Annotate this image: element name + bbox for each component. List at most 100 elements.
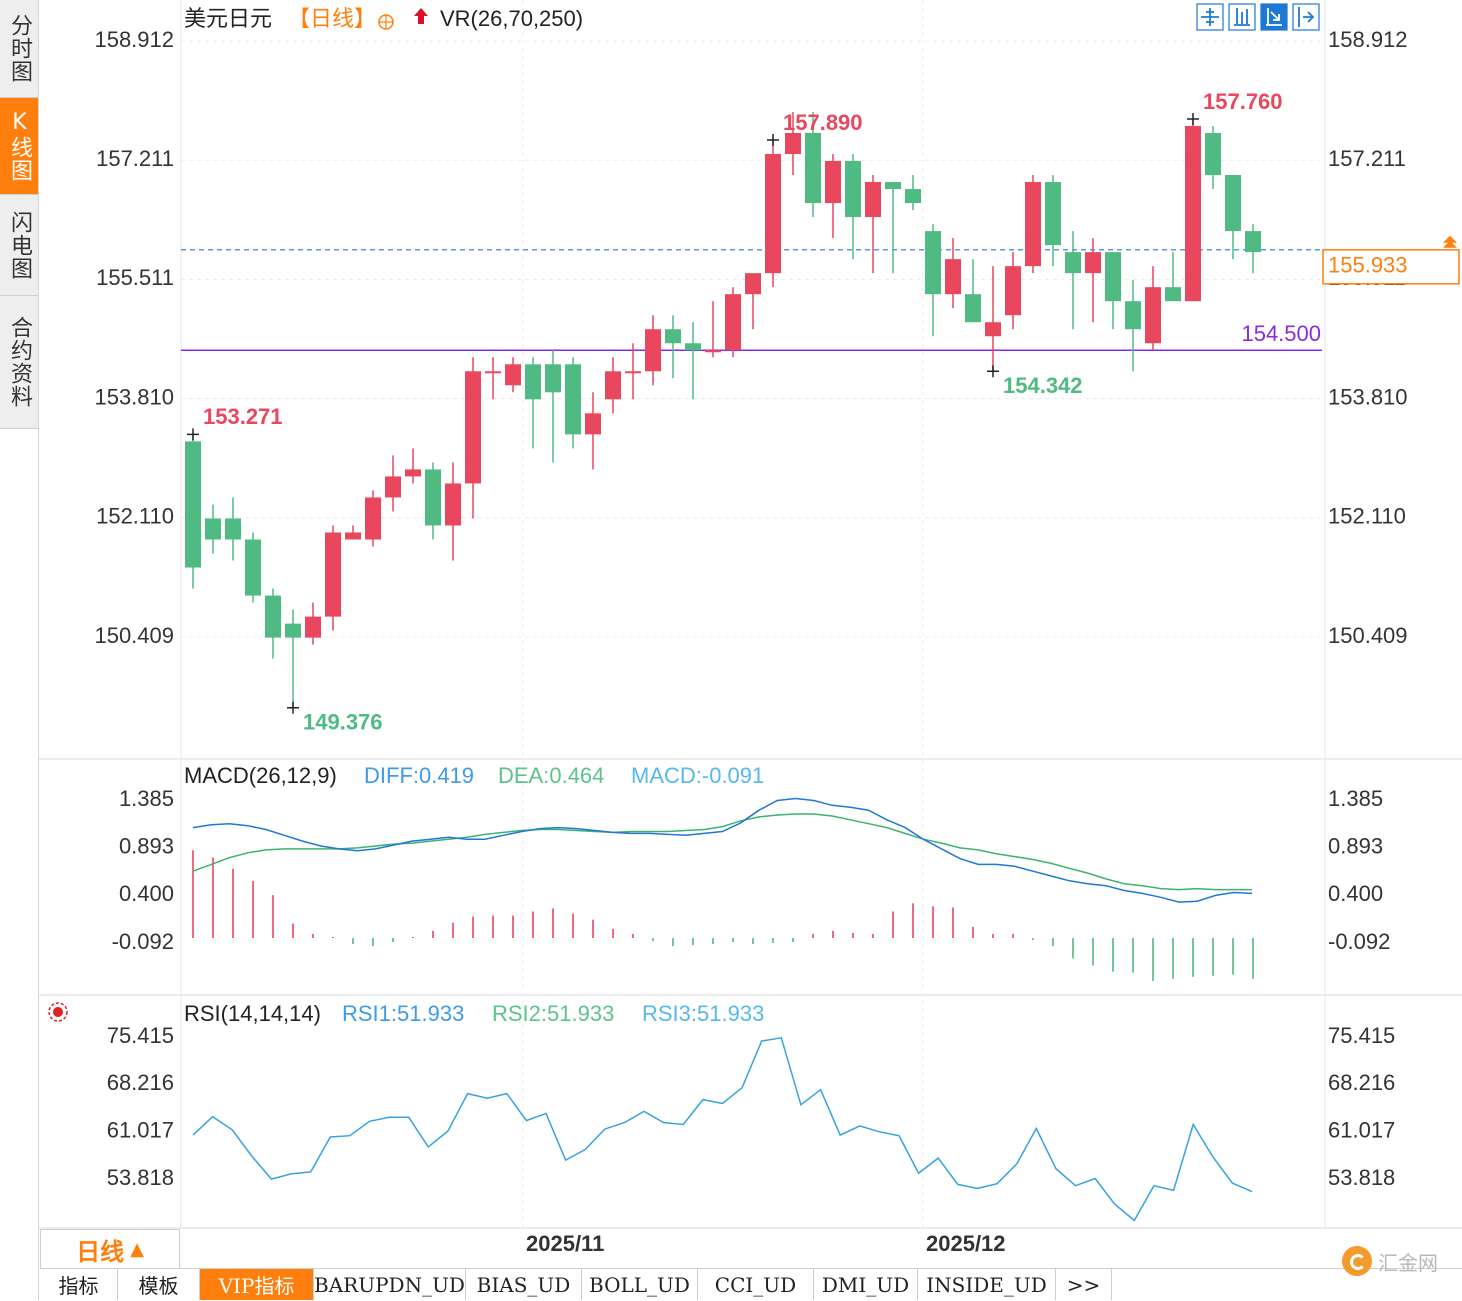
candle-body[interactable]	[485, 371, 501, 374]
rsi-line	[192, 1036, 1253, 1222]
macd-hist-label: MACD:-0.091	[631, 763, 764, 788]
tab-cci[interactable]: CCI_UD	[698, 1269, 814, 1300]
candle-body[interactable]	[1025, 182, 1041, 267]
zoom-icon[interactable]	[1260, 3, 1288, 31]
candle-body[interactable]	[585, 413, 601, 435]
candle-body[interactable]	[205, 518, 221, 540]
macd-tick-left: 0.893	[119, 833, 174, 858]
candle-body[interactable]	[385, 476, 401, 498]
candle-body[interactable]	[505, 364, 521, 386]
candle-body[interactable]	[1205, 132, 1221, 176]
candle-body[interactable]	[365, 497, 381, 540]
tab-dmi[interactable]: DMI_UD	[814, 1269, 918, 1300]
candle-body[interactable]	[965, 294, 981, 323]
rsi3-label: RSI3:51.933	[642, 1001, 764, 1026]
candle-body[interactable]	[945, 259, 961, 295]
candle-body[interactable]	[345, 532, 361, 540]
low-label: 149.376	[303, 710, 383, 735]
y-tick-label-right: 152.110	[1328, 504, 1406, 529]
rsi-title: RSI(14,14,14)	[184, 1001, 321, 1026]
candle-body[interactable]	[405, 469, 421, 477]
sun-icon-rays	[48, 1002, 68, 1022]
macd-tick-right: 1.385	[1328, 786, 1383, 811]
x-tick-label: 2025/12	[926, 1231, 1006, 1256]
candle-body[interactable]	[1065, 252, 1081, 274]
candle-body[interactable]	[1165, 287, 1181, 302]
macd-dea-line	[192, 813, 1252, 891]
candle-body[interactable]	[1145, 287, 1161, 344]
brand-name: 汇金网	[1378, 1250, 1438, 1275]
tab-vip-indicators[interactable]: VIP指标	[200, 1269, 314, 1300]
y-tick-label-left: 153.810	[94, 384, 174, 409]
extreme-marker	[1187, 112, 1199, 125]
candle-body[interactable]	[625, 371, 641, 374]
macd-diff-label: DIFF:0.419	[364, 763, 474, 788]
candle-body[interactable]	[325, 532, 341, 617]
period-button[interactable]: 日线 ▲	[40, 1229, 180, 1268]
indicator-tab-bar: 指标 模板 VIP指标 BARUPDN_UD BIAS_UD BOLL_UD C…	[40, 1268, 1462, 1301]
tab-kline[interactable]: K线图	[0, 98, 38, 195]
candle-body[interactable]	[265, 595, 281, 638]
candle-body[interactable]	[685, 343, 701, 351]
macd-tick-left: 1.385	[119, 786, 174, 811]
candle-body[interactable]	[725, 294, 741, 351]
tab-flash-chart[interactable]: 闪电图	[0, 195, 38, 296]
tab-more[interactable]: >>	[1056, 1269, 1112, 1300]
candle-body[interactable]	[905, 189, 921, 204]
indicator-arrow-icon	[414, 8, 428, 24]
candle-body[interactable]	[645, 329, 661, 372]
candle-body[interactable]	[845, 160, 861, 218]
candle-body[interactable]	[925, 231, 941, 295]
candle-body[interactable]	[1085, 252, 1101, 274]
rsi1-label: RSI1:51.933	[342, 1001, 464, 1026]
candle-body[interactable]	[1045, 182, 1061, 246]
tab-inside[interactable]: INSIDE_UD	[918, 1269, 1056, 1300]
tab-boll[interactable]: BOLL_UD	[582, 1269, 698, 1300]
candle-body[interactable]	[525, 364, 541, 400]
candle-body[interactable]	[1245, 231, 1261, 253]
extreme-marker	[287, 701, 299, 714]
macd-tick-left: 0.400	[119, 881, 174, 906]
rsi-tick-right: 75.415	[1328, 1023, 1395, 1048]
candle-body[interactable]	[745, 273, 761, 295]
candle-body[interactable]	[285, 623, 301, 638]
candle-body[interactable]	[885, 182, 901, 190]
candle-body[interactable]	[545, 364, 561, 393]
tab-bias[interactable]: BIAS_UD	[466, 1269, 582, 1300]
candle-body[interactable]	[185, 441, 201, 568]
candle-body[interactable]	[705, 350, 721, 353]
candle-body[interactable]	[805, 132, 821, 204]
candle-body[interactable]	[245, 539, 261, 596]
candle-body[interactable]	[825, 160, 841, 204]
candle-body[interactable]	[865, 182, 881, 218]
sun-icon[interactable]	[53, 1007, 63, 1017]
candle-body[interactable]	[605, 371, 621, 400]
candle-body[interactable]	[1005, 266, 1021, 316]
candle-body[interactable]	[225, 518, 241, 540]
candle-body[interactable]	[305, 616, 321, 638]
candle-body[interactable]	[1105, 252, 1121, 302]
candle-body[interactable]	[445, 483, 461, 526]
settings-icon-cross	[379, 15, 393, 29]
tab-barupdn[interactable]: BARUPDN_UD	[314, 1269, 466, 1300]
candle-body[interactable]	[425, 469, 441, 526]
candle-body[interactable]	[665, 329, 681, 344]
tab-templates[interactable]: 模板	[118, 1269, 200, 1300]
tab-contract-info[interactable]: 合约资料	[0, 296, 38, 429]
candle-body[interactable]	[985, 322, 1001, 337]
period-label: 日线	[76, 1237, 125, 1266]
forward-icon-glyph	[1298, 7, 1315, 27]
candle-body[interactable]	[1125, 301, 1141, 330]
candle-body[interactable]	[465, 371, 481, 484]
candle-body[interactable]	[785, 132, 801, 154]
tab-timeshare[interactable]: 分时图	[0, 0, 38, 98]
candle-body[interactable]	[565, 364, 581, 435]
rsi-tick-right: 68.216	[1328, 1070, 1395, 1095]
candle-body[interactable]	[1185, 125, 1201, 302]
candle-body[interactable]	[1225, 175, 1241, 232]
candle-body[interactable]	[765, 153, 781, 274]
rsi-tick-left: 75.415	[107, 1023, 174, 1048]
y-tick-label-right: 150.409	[1328, 623, 1408, 648]
tab-indicators[interactable]: 指标	[40, 1269, 118, 1300]
